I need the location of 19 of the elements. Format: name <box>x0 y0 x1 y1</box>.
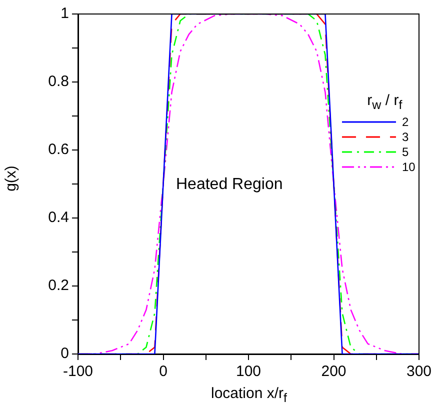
y-tick-label: 0.6 <box>48 141 69 158</box>
legend-label: 5 <box>402 144 409 158</box>
y-tick-label: 0.4 <box>48 209 69 226</box>
y-tick-label: 0.2 <box>48 277 69 294</box>
x-axis-title: location x/r$_{f}$ <box>210 385 288 405</box>
x-tick-label: 300 <box>406 363 432 380</box>
legend-label: 2 <box>402 114 409 128</box>
y-tick-label: 0.8 <box>48 73 69 90</box>
y-tick-label: 0 <box>60 345 69 362</box>
y-axis-title: g(x) <box>2 166 20 192</box>
legend-label: 10 <box>402 160 416 174</box>
annotation: Heated Region <box>176 176 283 194</box>
x-tick-label: 200 <box>321 363 346 380</box>
x-tick-label: -100 <box>62 363 94 380</box>
x-tick-label: 0 <box>159 363 168 380</box>
y-tick-label: 1 <box>60 5 69 22</box>
x-tick-label: 100 <box>236 363 262 380</box>
legend-label: 3 <box>402 130 409 144</box>
legend-title: r$_{w}$ / r$_{f}$ <box>366 92 404 112</box>
